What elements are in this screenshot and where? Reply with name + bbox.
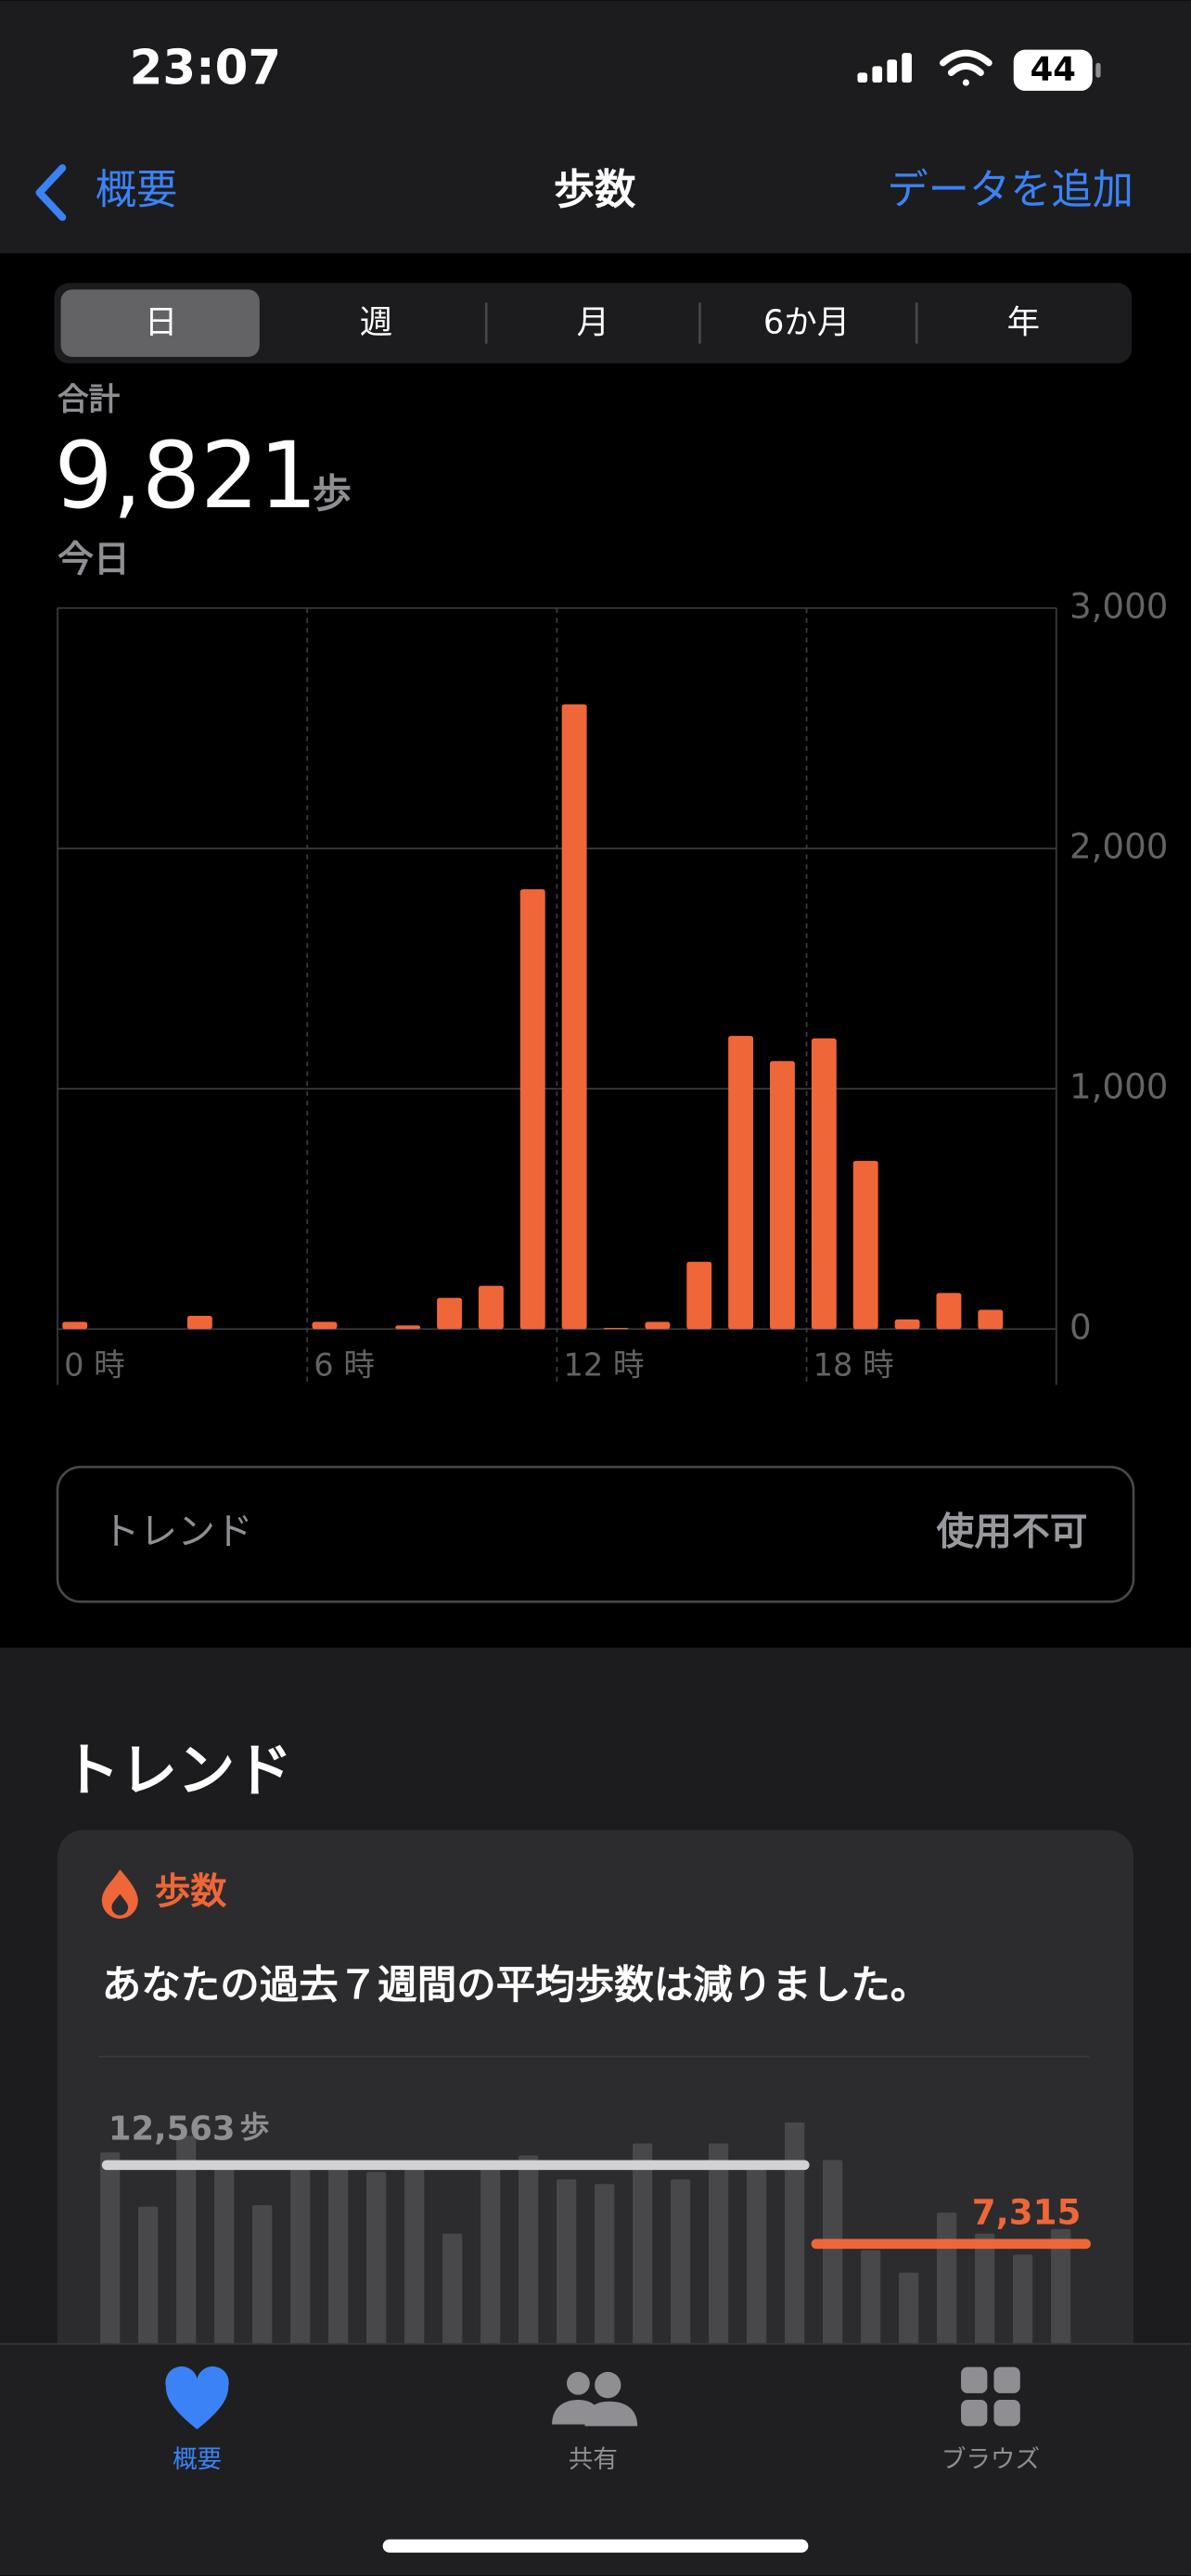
- nav-title: 歩数: [554, 167, 636, 214]
- segment[interactable]: 6か月: [763, 303, 850, 341]
- trend-bar: [975, 2233, 995, 2354]
- segment[interactable]: 年: [1007, 303, 1040, 341]
- tab-label[interactable]: 概要: [173, 2445, 222, 2474]
- summary-unit: 歩: [312, 472, 352, 517]
- trend-bar: [633, 2143, 653, 2354]
- tab-icon-summary[interactable]: [165, 2366, 229, 2429]
- trend-row-status: 使用不可: [937, 1510, 1088, 1554]
- bar: [645, 1321, 671, 1330]
- trend-bar: [899, 2272, 919, 2354]
- bar: [936, 1293, 962, 1330]
- header-background: [0, 0, 1191, 254]
- segment-dividers: [484, 302, 918, 344]
- trend-bar: [519, 2155, 539, 2354]
- trend-row[interactable]: [56, 1465, 1135, 1603]
- battery-icon: [1013, 49, 1093, 91]
- bar: [728, 1036, 754, 1330]
- trend-bar: [404, 2164, 425, 2354]
- flame-icon-inner: [111, 1894, 129, 1916]
- trend-bar: [1051, 2228, 1071, 2354]
- segment[interactable]: 月: [577, 303, 609, 341]
- trend-bar: [138, 2206, 159, 2354]
- step-chart: 0 1,000 2,000 3,000 0 時 6 時 12 時 18 時: [57, 585, 1168, 1385]
- y-tick-label: 0: [1069, 1307, 1092, 1347]
- current-average-label: 7,315: [972, 2191, 1082, 2232]
- x-tick-label: 6 時: [314, 1347, 375, 1384]
- bar: [478, 1285, 504, 1330]
- summary-period: 今日: [58, 540, 130, 581]
- trend-bar: [366, 2172, 387, 2354]
- segment[interactable]: 週: [360, 303, 392, 341]
- trend-bar: [823, 2160, 843, 2354]
- previous-average-unit: 歩: [240, 2110, 270, 2145]
- section-title: トレンド: [62, 1736, 292, 1804]
- bar: [978, 1309, 1004, 1330]
- bar: [312, 1321, 338, 1330]
- trend-bar: [747, 2160, 767, 2354]
- trend-bar: [671, 2179, 691, 2354]
- chart-background: [0, 253, 1191, 1648]
- bar: [561, 704, 587, 1330]
- trend-bar: [709, 2143, 729, 2354]
- wifi-icon: [940, 49, 992, 86]
- tab-icon-sharing[interactable]: [552, 2371, 638, 2427]
- trend-bar: [290, 2164, 311, 2354]
- back-button[interactable]: 概要: [96, 167, 178, 214]
- bar: [395, 1325, 421, 1330]
- trend-category: 歩数: [154, 1871, 226, 1913]
- trend-bar: [595, 2184, 615, 2354]
- trend-bar: [442, 2233, 463, 2354]
- bar: [894, 1319, 920, 1330]
- signal-icon: [857, 53, 912, 83]
- segment[interactable]: 日: [145, 303, 177, 341]
- trend-bar: [557, 2179, 577, 2354]
- trend-bar: [214, 2164, 235, 2354]
- bar: [437, 1297, 463, 1330]
- trend-bar: [328, 2164, 349, 2354]
- trend-message: あなたの過去７週間の平均歩数は減りました。: [102, 1963, 930, 2009]
- battery-level: 44: [1031, 51, 1076, 89]
- add-data-button[interactable]: データを追加: [887, 167, 1133, 214]
- trend-bar: [252, 2204, 273, 2354]
- bar: [186, 1316, 212, 1330]
- y-tick-label: 2,000: [1069, 825, 1168, 866]
- x-tick-label: 0 時: [64, 1347, 125, 1384]
- bar: [686, 1261, 712, 1330]
- trend-row-label: トレンド: [102, 1510, 253, 1554]
- bar: [811, 1038, 837, 1330]
- trend-bar: [176, 2136, 197, 2354]
- x-tick-label: 18 時: [813, 1347, 894, 1384]
- summary-label: 合計: [58, 381, 121, 417]
- back-chevron[interactable]: [35, 164, 67, 222]
- y-tick-label: 1,000: [1069, 1066, 1168, 1107]
- x-tick-label: 12 時: [563, 1347, 644, 1384]
- home-indicator: [382, 2539, 809, 2553]
- trend-bar: [937, 2213, 957, 2354]
- trend-bar: [785, 2122, 805, 2354]
- status-time: 23:07: [130, 41, 281, 96]
- tab-label[interactable]: ブラウズ: [941, 2445, 1040, 2474]
- bar: [770, 1061, 795, 1330]
- bar: [603, 1327, 629, 1330]
- tab-icon-browse[interactable]: [961, 2366, 1020, 2427]
- trend-bar: [1013, 2254, 1033, 2354]
- bar: [62, 1321, 88, 1330]
- trend-bar: [480, 2160, 501, 2354]
- tab-label[interactable]: 共有: [569, 2445, 618, 2474]
- trend-bar: [861, 2250, 881, 2354]
- y-tick-label: 3,000: [1069, 585, 1168, 626]
- bar: [852, 1160, 878, 1330]
- segment-selected: [60, 289, 260, 357]
- previous-average-label: 12,563: [109, 2111, 236, 2149]
- trend-mini-chart: 12,563 歩 7,315: [100, 2110, 1091, 2354]
- trend-bar: [100, 2152, 121, 2354]
- segmented-control: [54, 283, 1133, 363]
- battery-cap: [1095, 62, 1101, 78]
- summary-value: 9,821: [54, 423, 317, 529]
- bar: [519, 889, 545, 1330]
